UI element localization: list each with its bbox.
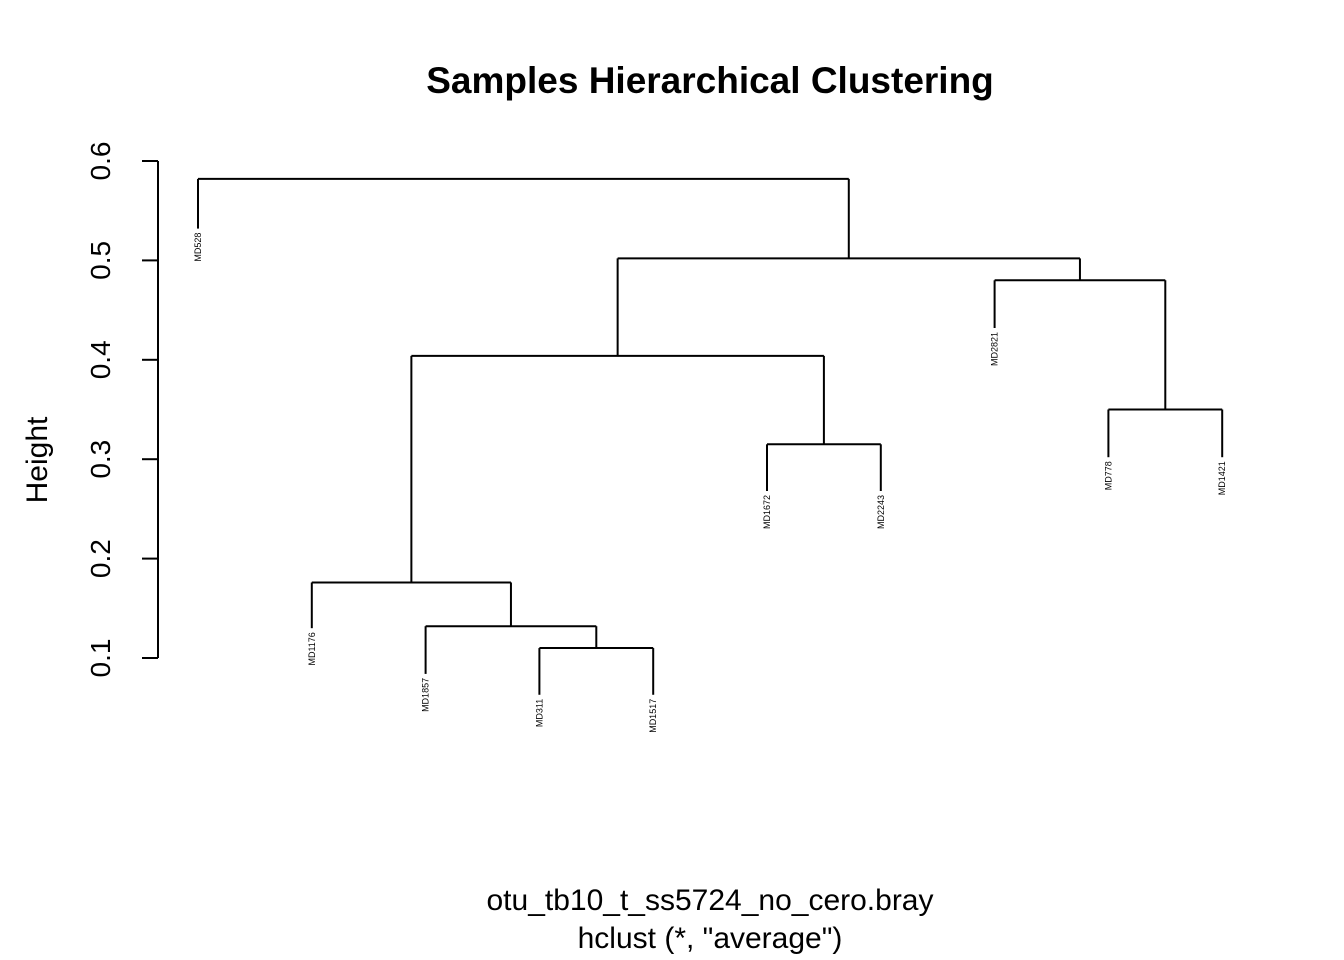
leaf-labels: MD528 MD1176 MD1857 MD311 MD1517 MD1672 MD2243…: [193, 233, 1227, 733]
y-tick-label: 0.1: [85, 639, 116, 678]
leaf-label: MD1421: [1217, 461, 1227, 495]
y-axis: 0.1 0.2 0.3 0.4 0.5 0.6: [85, 142, 159, 678]
leaf-label: MD1517: [648, 699, 658, 733]
dendrogram-branches: [197, 177, 1224, 695]
y-axis-label: Height: [21, 416, 54, 503]
y-tick-label: 0.5: [85, 241, 116, 280]
leaf-label: MD2243: [876, 495, 886, 529]
leaf-label: MD778: [1103, 461, 1113, 490]
leaf-label: MD528: [193, 233, 203, 262]
method-sublabel: hclust (*, "average"): [578, 922, 843, 955]
y-tick-label: 0.6: [85, 142, 116, 181]
leaf-label: MD1857: [421, 678, 431, 712]
x-axis-label: otu_tb10_t_ss5724_no_cero.bray: [486, 884, 933, 917]
leaf-label: MD2821: [990, 332, 1000, 366]
leaf-label: MD311: [534, 699, 544, 727]
leaf-label: MD1176: [307, 632, 317, 665]
y-tick-label: 0.4: [85, 340, 116, 379]
y-tick-label: 0.2: [85, 539, 116, 578]
chart-title: Samples Hierarchical Clustering: [426, 60, 994, 101]
leaf-label: MD1672: [762, 495, 772, 529]
y-tick-label: 0.3: [85, 440, 116, 479]
